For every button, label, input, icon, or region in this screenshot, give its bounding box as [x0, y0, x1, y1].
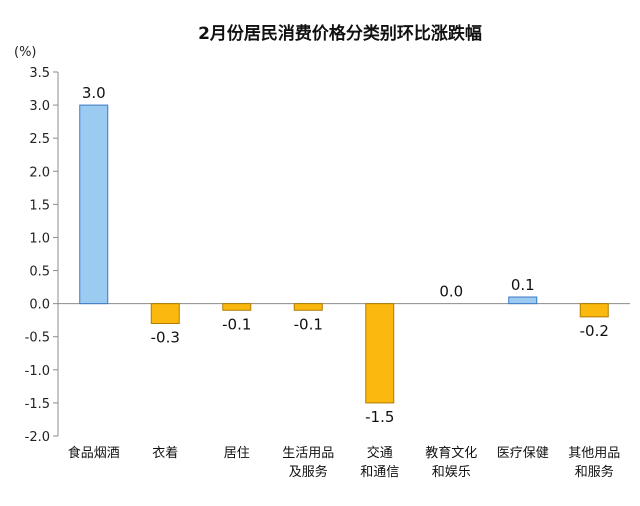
x-category-label: 和通信	[360, 465, 399, 480]
chart-title: 2月份居民消费价格分类别环比涨跌幅	[198, 23, 482, 44]
bar	[365, 303, 395, 404]
x-category-label: 和服务	[575, 464, 614, 480]
y-tick-label: 0.5	[29, 265, 50, 280]
y-tick-label: -1.0	[25, 364, 50, 379]
y-tick-label: 2.5	[29, 132, 50, 147]
y-tick-label: -0.5	[25, 331, 50, 346]
x-category-label: 教育文化	[425, 445, 477, 461]
x-category-label: 衣着	[152, 445, 178, 461]
bar	[293, 303, 323, 311]
x-category-label: 交通	[367, 445, 393, 461]
y-tick-label: 1.5	[29, 198, 50, 213]
y-tick-label: 3.5	[29, 66, 50, 81]
bar	[79, 104, 109, 305]
y-tick-label: 2.0	[29, 165, 50, 180]
data-label: -1.5	[365, 408, 394, 426]
bar	[579, 303, 609, 318]
data-label: -0.2	[580, 322, 609, 340]
data-label: -0.1	[294, 315, 323, 333]
data-label: 0.1	[511, 276, 535, 294]
bar	[222, 303, 252, 311]
y-unit-label: (%)	[14, 45, 37, 60]
data-label: -0.1	[222, 315, 251, 333]
y-tick-label: -2.0	[25, 430, 50, 445]
data-label: 0.0	[439, 283, 463, 301]
bar	[150, 303, 180, 324]
x-category-label: 其他用品	[568, 446, 620, 461]
x-category-label: 食品烟酒	[68, 445, 120, 461]
x-category-label: 医疗保健	[497, 446, 549, 461]
y-tick-label: 0.0	[29, 298, 50, 313]
bar	[508, 296, 538, 305]
x-category-label: 生活用品	[282, 446, 334, 461]
data-label: -0.3	[151, 328, 180, 346]
x-category-label: 和娱乐	[432, 465, 471, 480]
y-tick-label: 1.0	[29, 231, 50, 246]
data-label: 3.0	[82, 84, 106, 102]
x-category-label: 居住	[224, 446, 250, 461]
y-tick-label: -1.5	[25, 397, 50, 412]
plot-area: 3.5 3.0 2.5 2.0 1.5 1.0 0.5 0.0 -0.5 -1.0 -1.5 -2.0…	[25, 66, 630, 480]
x-category-label: 及服务	[289, 464, 328, 480]
y-tick-label: 3.0	[29, 99, 50, 114]
